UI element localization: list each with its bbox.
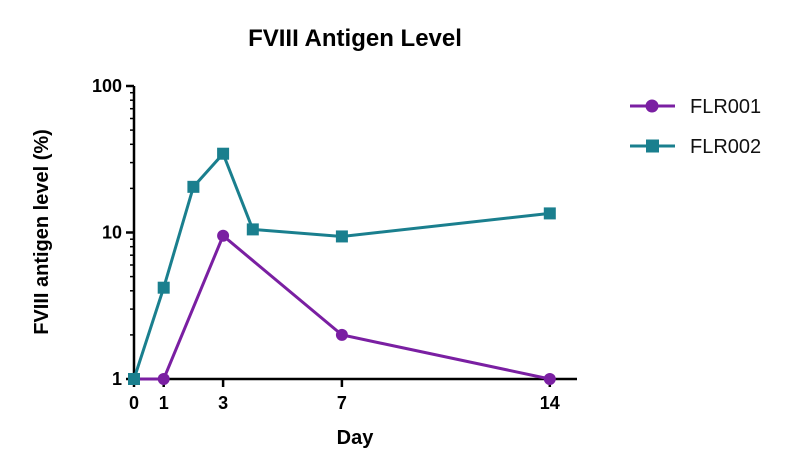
series-flr002 — [128, 147, 556, 385]
legend-marker-flr001 — [645, 99, 659, 113]
data-point-flr002 — [128, 373, 140, 385]
y-tick-label-1: 1 — [112, 369, 122, 389]
data-point-flr001 — [543, 373, 556, 385]
y-tick-label-100: 100 — [92, 76, 122, 96]
x-axis-label: Day — [337, 427, 375, 449]
y-tick-label-10: 10 — [102, 223, 122, 243]
data-point-flr001 — [157, 373, 170, 385]
data-point-flr002 — [157, 281, 170, 294]
data-point-flr002 — [543, 207, 556, 220]
legend: FLR001 FLR002 — [630, 96, 761, 158]
data-point-flr001 — [335, 328, 348, 341]
legend-label-flr002: FLR002 — [690, 136, 761, 158]
series-group — [128, 147, 556, 385]
x-tick-label-14: 14 — [540, 393, 560, 413]
series-line-flr001 — [134, 233, 551, 381]
x-tick-label-3: 3 — [218, 393, 228, 413]
series-flr001 — [128, 229, 556, 385]
data-point-flr002 — [335, 230, 348, 243]
legend-item-flr001: FLR001 — [630, 96, 761, 118]
legend-item-flr002: FLR002 — [630, 136, 761, 158]
data-point-flr002 — [187, 180, 200, 193]
data-point-flr001 — [217, 229, 230, 242]
axes: 1 10 100 0 1 3 7 14 — [92, 76, 577, 413]
y-axis-label: FVIII antigen level (%) — [31, 129, 53, 335]
chart-title: FVIII Antigen Level — [248, 25, 462, 52]
x-tick-label-0: 0 — [129, 393, 139, 413]
x-tick-label-7: 7 — [337, 393, 347, 413]
legend-label-flr001: FLR001 — [690, 96, 761, 118]
x-tick-label-1: 1 — [159, 393, 169, 413]
data-point-flr002 — [246, 223, 259, 236]
legend-marker-flr002 — [646, 139, 659, 153]
data-point-flr002 — [217, 147, 230, 160]
